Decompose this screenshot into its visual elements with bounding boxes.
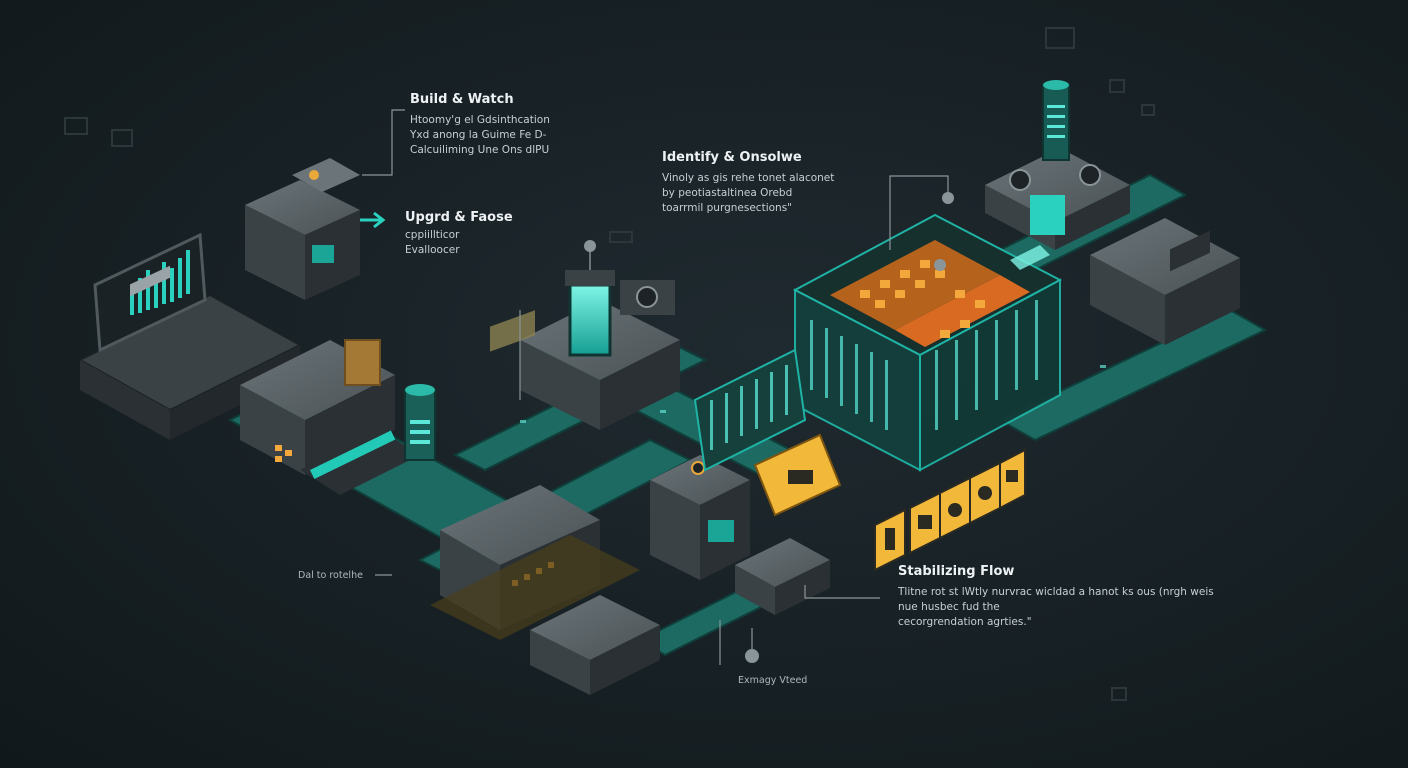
stabilizing-title: Stabilizing Flow [898, 564, 1015, 579]
center-tall-unit [650, 455, 750, 580]
yellow-crate [753, 433, 842, 517]
server-stack-top [245, 158, 360, 300]
stabilizing-label: Stabilizing Flow Tlitne rot st lWtly nur… [898, 564, 1214, 630]
data-wall-front-panel [693, 348, 807, 472]
upgrade-title: Upgrd & Faose [405, 210, 513, 225]
data-wall [693, 213, 1063, 472]
build-watch-line-2: Yxd anong la Guime Fe D- [410, 129, 547, 141]
build-watch-line-3: Calcuiliming Une Ons dlPU [410, 144, 550, 156]
arrow-icon [360, 211, 386, 229]
stabilizing-line-3: cecorgrendation agrties." [898, 616, 1032, 628]
yellow-icon-tiles [874, 448, 1026, 572]
identify-line-2: by peotiastaltinea Orebd [662, 187, 793, 199]
identify-label: Identify & Onsolwe Vinoly as gis rehe to… [662, 150, 834, 216]
build-watch-title: Build & Watch [410, 92, 514, 107]
glow-cylinder-left [404, 384, 436, 461]
energy-label: Exmagy Vteed [738, 675, 808, 686]
identify-line-3: toarrmil purgnesections" [662, 202, 792, 214]
build-callout-line [362, 109, 405, 176]
build-watch-line-1: Htoomy'g el Gdsinthcation [410, 114, 550, 126]
stabilizing-line-2: nue husbec fud the [898, 601, 1000, 613]
right-gray-box [1090, 218, 1240, 345]
control-console [77, 232, 303, 440]
build-watch-label: Build & Watch Htoomy'g el Gdsinthcation … [410, 92, 550, 158]
center-reactor [520, 240, 680, 430]
bottom-right-box [735, 538, 830, 615]
upgrade-label: Upgrd & Faose cppiillticor Evalloocer [405, 210, 513, 258]
background-decor [64, 27, 1155, 701]
stabilizing-callout-line [804, 585, 880, 599]
bottom-machine [430, 310, 660, 695]
identify-title: Identify & Onsolwe [662, 150, 802, 165]
stabilizing-line-1: Tlitne rot st lWtly nurvrac wicldad a ha… [898, 586, 1214, 598]
wood-crate [344, 339, 381, 386]
callout-lines [362, 109, 949, 665]
identify-callout-line [889, 175, 949, 250]
right-top-reactor [985, 80, 1130, 270]
identify-line-1: Vinoly as gis rehe tonet alaconet [662, 172, 835, 184]
dal-label: Dal to rotelhe [298, 570, 363, 581]
track-right-lower [997, 308, 1268, 442]
upgrade-line-1: cppiillticor [405, 229, 460, 241]
processing-block-left [240, 339, 420, 495]
upgrade-line-2: Evalloocer [405, 244, 460, 256]
orange-chip-grid [830, 240, 1030, 347]
callout-pins [745, 192, 954, 663]
